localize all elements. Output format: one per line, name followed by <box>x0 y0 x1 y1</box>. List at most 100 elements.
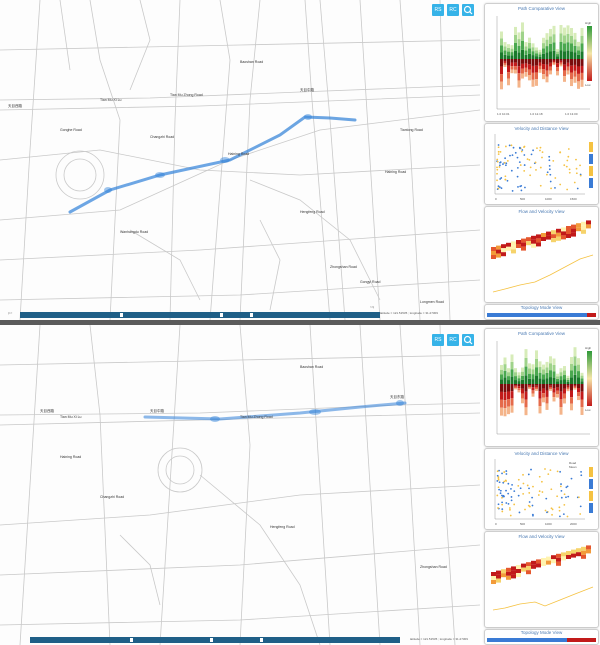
scatter-point <box>528 158 531 161</box>
bar-segment <box>531 51 535 56</box>
scatter-point <box>505 480 508 482</box>
bar-segment <box>573 76 577 83</box>
bar-segment <box>503 59 507 61</box>
bar-segment <box>538 361 542 368</box>
bar-segment <box>521 398 524 404</box>
bar-segment <box>503 377 507 384</box>
bar-segment <box>517 372 521 376</box>
timeline-bar[interactable] <box>30 637 400 643</box>
bar-segment <box>559 384 563 392</box>
scatter-point <box>513 503 516 506</box>
path-comparative-view[interactable]: Path Comparative View High Low <box>484 328 599 447</box>
bar-segment <box>528 42 531 49</box>
bar-segment <box>531 79 535 87</box>
flow-velocity-view[interactable]: Flow and Velocity View <box>484 531 599 628</box>
bar-segment <box>531 374 535 380</box>
scatter-point <box>537 494 540 496</box>
rs-button[interactable]: RS <box>432 4 444 16</box>
scatter-point <box>497 146 500 149</box>
bar-segment <box>517 39 521 46</box>
bar-segment <box>545 70 549 77</box>
velocity-distance-view[interactable]: Velocity and Distance View 0 500 1000 15… <box>484 123 599 205</box>
timeline-bar[interactable] <box>20 312 380 318</box>
timeline-end[interactable]: >>| <box>370 305 375 309</box>
heat-cell <box>586 549 591 554</box>
scatter-point <box>560 483 562 485</box>
scatter-point <box>504 175 507 178</box>
bar-segment <box>580 381 584 384</box>
bar-segment <box>559 59 563 61</box>
bar-segment <box>580 72 584 80</box>
scatter-point <box>548 159 551 162</box>
scatter-point <box>558 509 561 512</box>
legend-low: Low <box>585 83 591 87</box>
scatter-point <box>566 188 569 191</box>
scatter-point <box>549 180 552 183</box>
scatter-point <box>545 497 548 500</box>
flow-velocity-view[interactable]: Flow and Velocity View <box>484 206 599 303</box>
scatter-point <box>510 169 513 172</box>
velocity-distance-view[interactable]: Velocity and Distance View Road Mean 0 5… <box>484 448 599 530</box>
scatter-point <box>577 496 580 499</box>
bar-segment <box>535 65 538 73</box>
scatter-point <box>518 511 521 514</box>
bar-segment <box>545 64 549 71</box>
bar-segment <box>545 361 549 368</box>
path-comparative-view[interactable]: Path Comparative View 1.0 10.01 1.0 12.1… <box>484 3 599 122</box>
map-view-bottom[interactable]: 天目西路 Tian Mu Xi Lu 天目中路 Tian Mu Zhong Ro… <box>0 325 480 645</box>
heat-cell <box>496 578 501 583</box>
topology-mode-view[interactable]: Topology Mode View <box>484 629 599 645</box>
scatter-point <box>528 487 530 490</box>
scatter-point <box>546 171 549 174</box>
bar-segment <box>556 56 559 59</box>
heat-cell <box>506 246 511 251</box>
scatter-point <box>550 507 553 510</box>
bar-segment <box>580 43 584 52</box>
bar-segment <box>514 385 517 387</box>
topology-mode-view[interactable]: Topology Mode View <box>484 304 599 320</box>
bar-segment <box>535 50 538 54</box>
road-label: Longmen Road <box>420 300 444 304</box>
scatter-point <box>548 164 551 167</box>
heat-cell <box>571 232 576 237</box>
bar-segment <box>542 69 545 75</box>
rc-button[interactable]: RC <box>447 334 459 346</box>
bar-segment <box>507 376 510 381</box>
legend-low: Low <box>585 408 591 412</box>
bar-segment <box>577 66 580 74</box>
scatter-point <box>558 506 561 509</box>
heat-cell <box>571 553 576 558</box>
bar-segment <box>535 367 538 376</box>
bar-segment <box>517 381 521 384</box>
tick-label: 500 <box>520 522 526 526</box>
scatter-point <box>501 508 504 511</box>
heat-cell <box>501 244 506 249</box>
bar-segment <box>552 377 556 384</box>
bar-segment <box>549 70 552 75</box>
search-button[interactable] <box>462 4 474 16</box>
scatter-point <box>563 164 566 167</box>
bar-segment <box>542 388 545 394</box>
heat-cell <box>571 228 576 233</box>
scatter-point <box>501 503 504 506</box>
search-button[interactable] <box>462 334 474 346</box>
heat-cell <box>531 564 536 569</box>
legend-high: High <box>585 346 592 350</box>
scatter-point <box>497 150 500 153</box>
rc-button[interactable]: RC <box>447 4 459 16</box>
bar-segment <box>507 406 510 415</box>
bar-segment <box>531 369 535 375</box>
scatter-point <box>501 501 503 504</box>
path-comparative-chart <box>496 16 592 110</box>
map-view-top[interactable]: 天目西路 Tian Mu Xi Lu Tian Mu Zhong Road 天目… <box>0 0 480 320</box>
scatter-point <box>531 504 534 507</box>
rs-button[interactable]: RS <box>432 334 444 346</box>
timeline-start[interactable]: |<< <box>8 311 13 315</box>
bar-segment <box>528 384 531 386</box>
heat-cell <box>556 236 561 241</box>
heat-cell <box>541 233 546 237</box>
scatter-point <box>496 158 499 161</box>
heat-cell <box>491 580 496 584</box>
scatter-point <box>575 158 577 161</box>
bar-segment <box>542 48 545 54</box>
